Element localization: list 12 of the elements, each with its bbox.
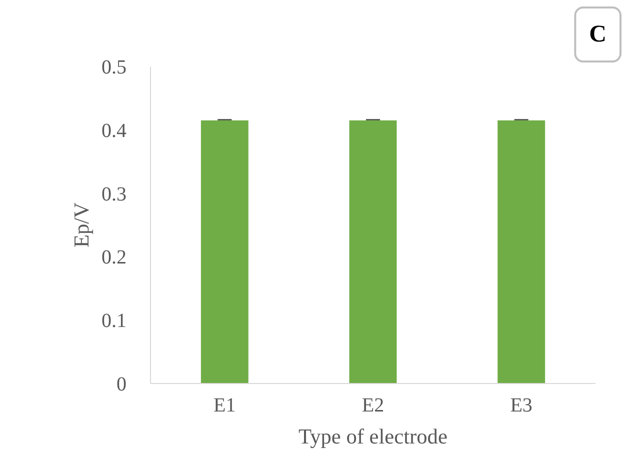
y-tick-label: 0.2 [102,246,126,269]
y-tick-label: 0.5 [102,56,126,78]
y-tick-label: 0.1 [102,310,126,332]
text: C [589,22,607,48]
x-tick-label: E3 [510,394,532,416]
x-tick-label: E2 [362,394,384,416]
y-tick-label: 0.4 [102,120,126,142]
y-tick-label: 0 [116,374,126,396]
x-tick-label: E1 [214,394,236,416]
y-axis-title: Ep/V [70,202,94,248]
y-tick-label: 0.3 [102,183,126,206]
x-axis-title: Type of electrode [298,424,448,448]
